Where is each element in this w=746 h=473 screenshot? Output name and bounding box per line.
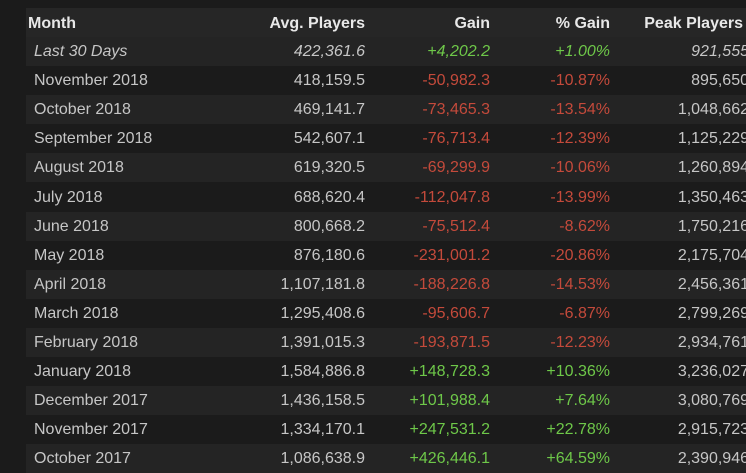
table-row: March 2018 1,295,408.6 -95,606.7 -6.87% 2,79…: [26, 298, 746, 328]
table-row: Last 30 Days 422,361.6 +4,202.2 +1.00% 921,5…: [26, 37, 746, 66]
row-month: January 2018: [34, 363, 131, 381]
row-gain: -95,606.7: [422, 304, 490, 322]
row-pct-gain: -10.06%: [550, 159, 610, 177]
row-pct-gain: +64.59%: [546, 450, 610, 468]
row-gain: +426,446.1: [409, 450, 490, 468]
row-peak-players: 1,350,463: [677, 188, 746, 206]
header-gain[interactable]: Gain: [454, 15, 490, 32]
row-avg-players: 876,180.6: [293, 246, 365, 264]
row-month: November 2017: [34, 421, 148, 439]
row-avg-players: 800,668.2: [293, 217, 365, 235]
row-peak-players: 2,915,723: [677, 421, 746, 439]
row-avg-players: 469,141.7: [293, 101, 365, 119]
row-gain: -69,299.9: [422, 159, 490, 177]
row-pct-gain: +1.00%: [555, 43, 610, 60]
row-gain: -76,713.4: [422, 130, 490, 148]
table-row: December 2017 1,436,158.5 +101,988.4 +7.64%…: [26, 386, 746, 416]
table-row: October 2017 1,086,638.9 +426,446.1 +64.59%…: [26, 444, 746, 473]
table-header: Month Avg. Players Gain % Gain Peak Play…: [26, 8, 746, 40]
row-month: April 2018: [34, 275, 107, 293]
table-row: September 2018 542,607.1 -76,713.4 -12.39% 1…: [26, 124, 746, 154]
row-peak-players: 921,555: [691, 43, 746, 60]
row-month: October 2017: [34, 450, 131, 468]
row-peak-players: 3,080,769: [677, 392, 746, 410]
row-pct-gain: -13.54%: [550, 101, 610, 119]
table-row: February 2018 1,391,015.3 -193,871.5 -12.23…: [26, 328, 746, 357]
row-avg-players: 1,086,638.9: [280, 450, 365, 468]
row-avg-players: 418,159.5: [293, 72, 365, 90]
table-row: November 2017 1,334,170.1 +247,531.2 +22.78…: [26, 415, 746, 445]
row-avg-players: 422,361.6: [293, 43, 365, 60]
row-gain: -188,226.8: [413, 275, 490, 293]
row-gain: -75,512.4: [422, 217, 490, 235]
row-month: July 2018: [34, 188, 103, 206]
row-avg-players: 1,107,181.8: [280, 275, 365, 293]
row-avg-players: 542,607.1: [293, 130, 365, 148]
row-peak-players: 2,799,269: [677, 304, 746, 322]
row-peak-players: 3,236,027: [677, 363, 746, 381]
row-avg-players: 688,620.4: [293, 188, 365, 206]
row-avg-players: 1,334,170.1: [280, 421, 365, 439]
row-pct-gain: -8.62%: [559, 217, 610, 235]
row-pct-gain: +22.78%: [546, 421, 610, 439]
row-month: November 2018: [34, 72, 148, 90]
row-gain: -193,871.5: [413, 334, 490, 351]
table-row: April 2018 1,107,181.8 -188,226.8 -14.53% 2,…: [26, 269, 746, 299]
row-pct-gain: -12.39%: [550, 130, 610, 148]
row-month: Last 30 Days: [34, 43, 128, 60]
row-month: June 2018: [34, 217, 109, 235]
row-month: September 2018: [34, 130, 153, 148]
header-pct-gain[interactable]: % Gain: [555, 15, 610, 32]
row-pct-gain: -10.87%: [550, 72, 610, 90]
row-peak-players: 2,390,946: [677, 450, 746, 468]
row-avg-players: 1,391,015.3: [280, 334, 365, 351]
row-pct-gain: -20.86%: [550, 246, 610, 264]
row-pct-gain: -14.53%: [550, 275, 610, 293]
table-row: July 2018 688,620.4 -112,047.8 -13.99% 1,350…: [26, 182, 746, 212]
row-month: February 2018: [34, 334, 139, 351]
row-avg-players: 619,320.5: [293, 159, 365, 177]
row-peak-players: 1,750,216: [677, 217, 746, 235]
row-month: August 2018: [34, 159, 124, 177]
row-gain: -112,047.8: [414, 188, 490, 206]
header-avg-players[interactable]: Avg. Players: [269, 15, 365, 32]
row-pct-gain: -6.87%: [559, 304, 610, 322]
header-month[interactable]: Month: [28, 15, 76, 32]
row-peak-players: 2,175,704: [677, 246, 746, 264]
row-avg-players: 1,295,408.6: [280, 304, 365, 322]
header-peak-players[interactable]: Peak Players: [644, 15, 743, 32]
row-avg-players: 1,584,886.8: [280, 363, 365, 381]
table-row: November 2018 418,159.5 -50,982.3 -10.87% 89…: [26, 66, 746, 96]
row-pct-gain: -12.23%: [550, 334, 610, 351]
table-row: June 2018 800,668.2 -75,512.4 -8.62% 1,750,2…: [26, 211, 746, 241]
row-pct-gain: +10.36%: [546, 363, 610, 381]
row-month: March 2018: [34, 304, 119, 322]
table-row: January 2018 1,584,886.8 +148,728.3 +10.36%…: [26, 357, 746, 387]
row-pct-gain: -13.99%: [550, 188, 610, 206]
table-row: May 2018 876,180.6 -231,001.2 -20.86% 2,175,…: [26, 240, 746, 270]
row-avg-players: 1,436,158.5: [280, 392, 365, 410]
row-peak-players: 2,934,761: [677, 334, 746, 351]
row-peak-players: 1,125,229: [677, 130, 746, 148]
row-gain: -73,465.3: [422, 101, 490, 119]
row-month: October 2018: [34, 101, 131, 119]
row-gain: -231,001.2: [413, 246, 490, 264]
row-pct-gain: +7.64%: [555, 392, 610, 410]
row-peak-players: 1,260,894: [677, 159, 746, 177]
row-gain: +148,728.3: [409, 363, 490, 381]
row-month: December 2017: [34, 392, 148, 410]
row-peak-players: 895,650: [691, 72, 746, 90]
row-gain: +4,202.2: [427, 43, 490, 60]
table-row: October 2018 469,141.7 -73,465.3 -13.54% 1,0…: [26, 95, 746, 125]
row-peak-players: 1,048,662: [677, 101, 746, 119]
row-gain: +247,531.2: [409, 421, 490, 439]
row-gain: -50,982.3: [422, 72, 490, 90]
row-month: May 2018: [34, 246, 105, 264]
table-row: August 2018 619,320.5 -69,299.9 -10.06% 1,26…: [26, 153, 746, 183]
row-peak-players: 2,456,361: [677, 275, 746, 293]
row-gain: +101,988.4: [409, 392, 490, 410]
